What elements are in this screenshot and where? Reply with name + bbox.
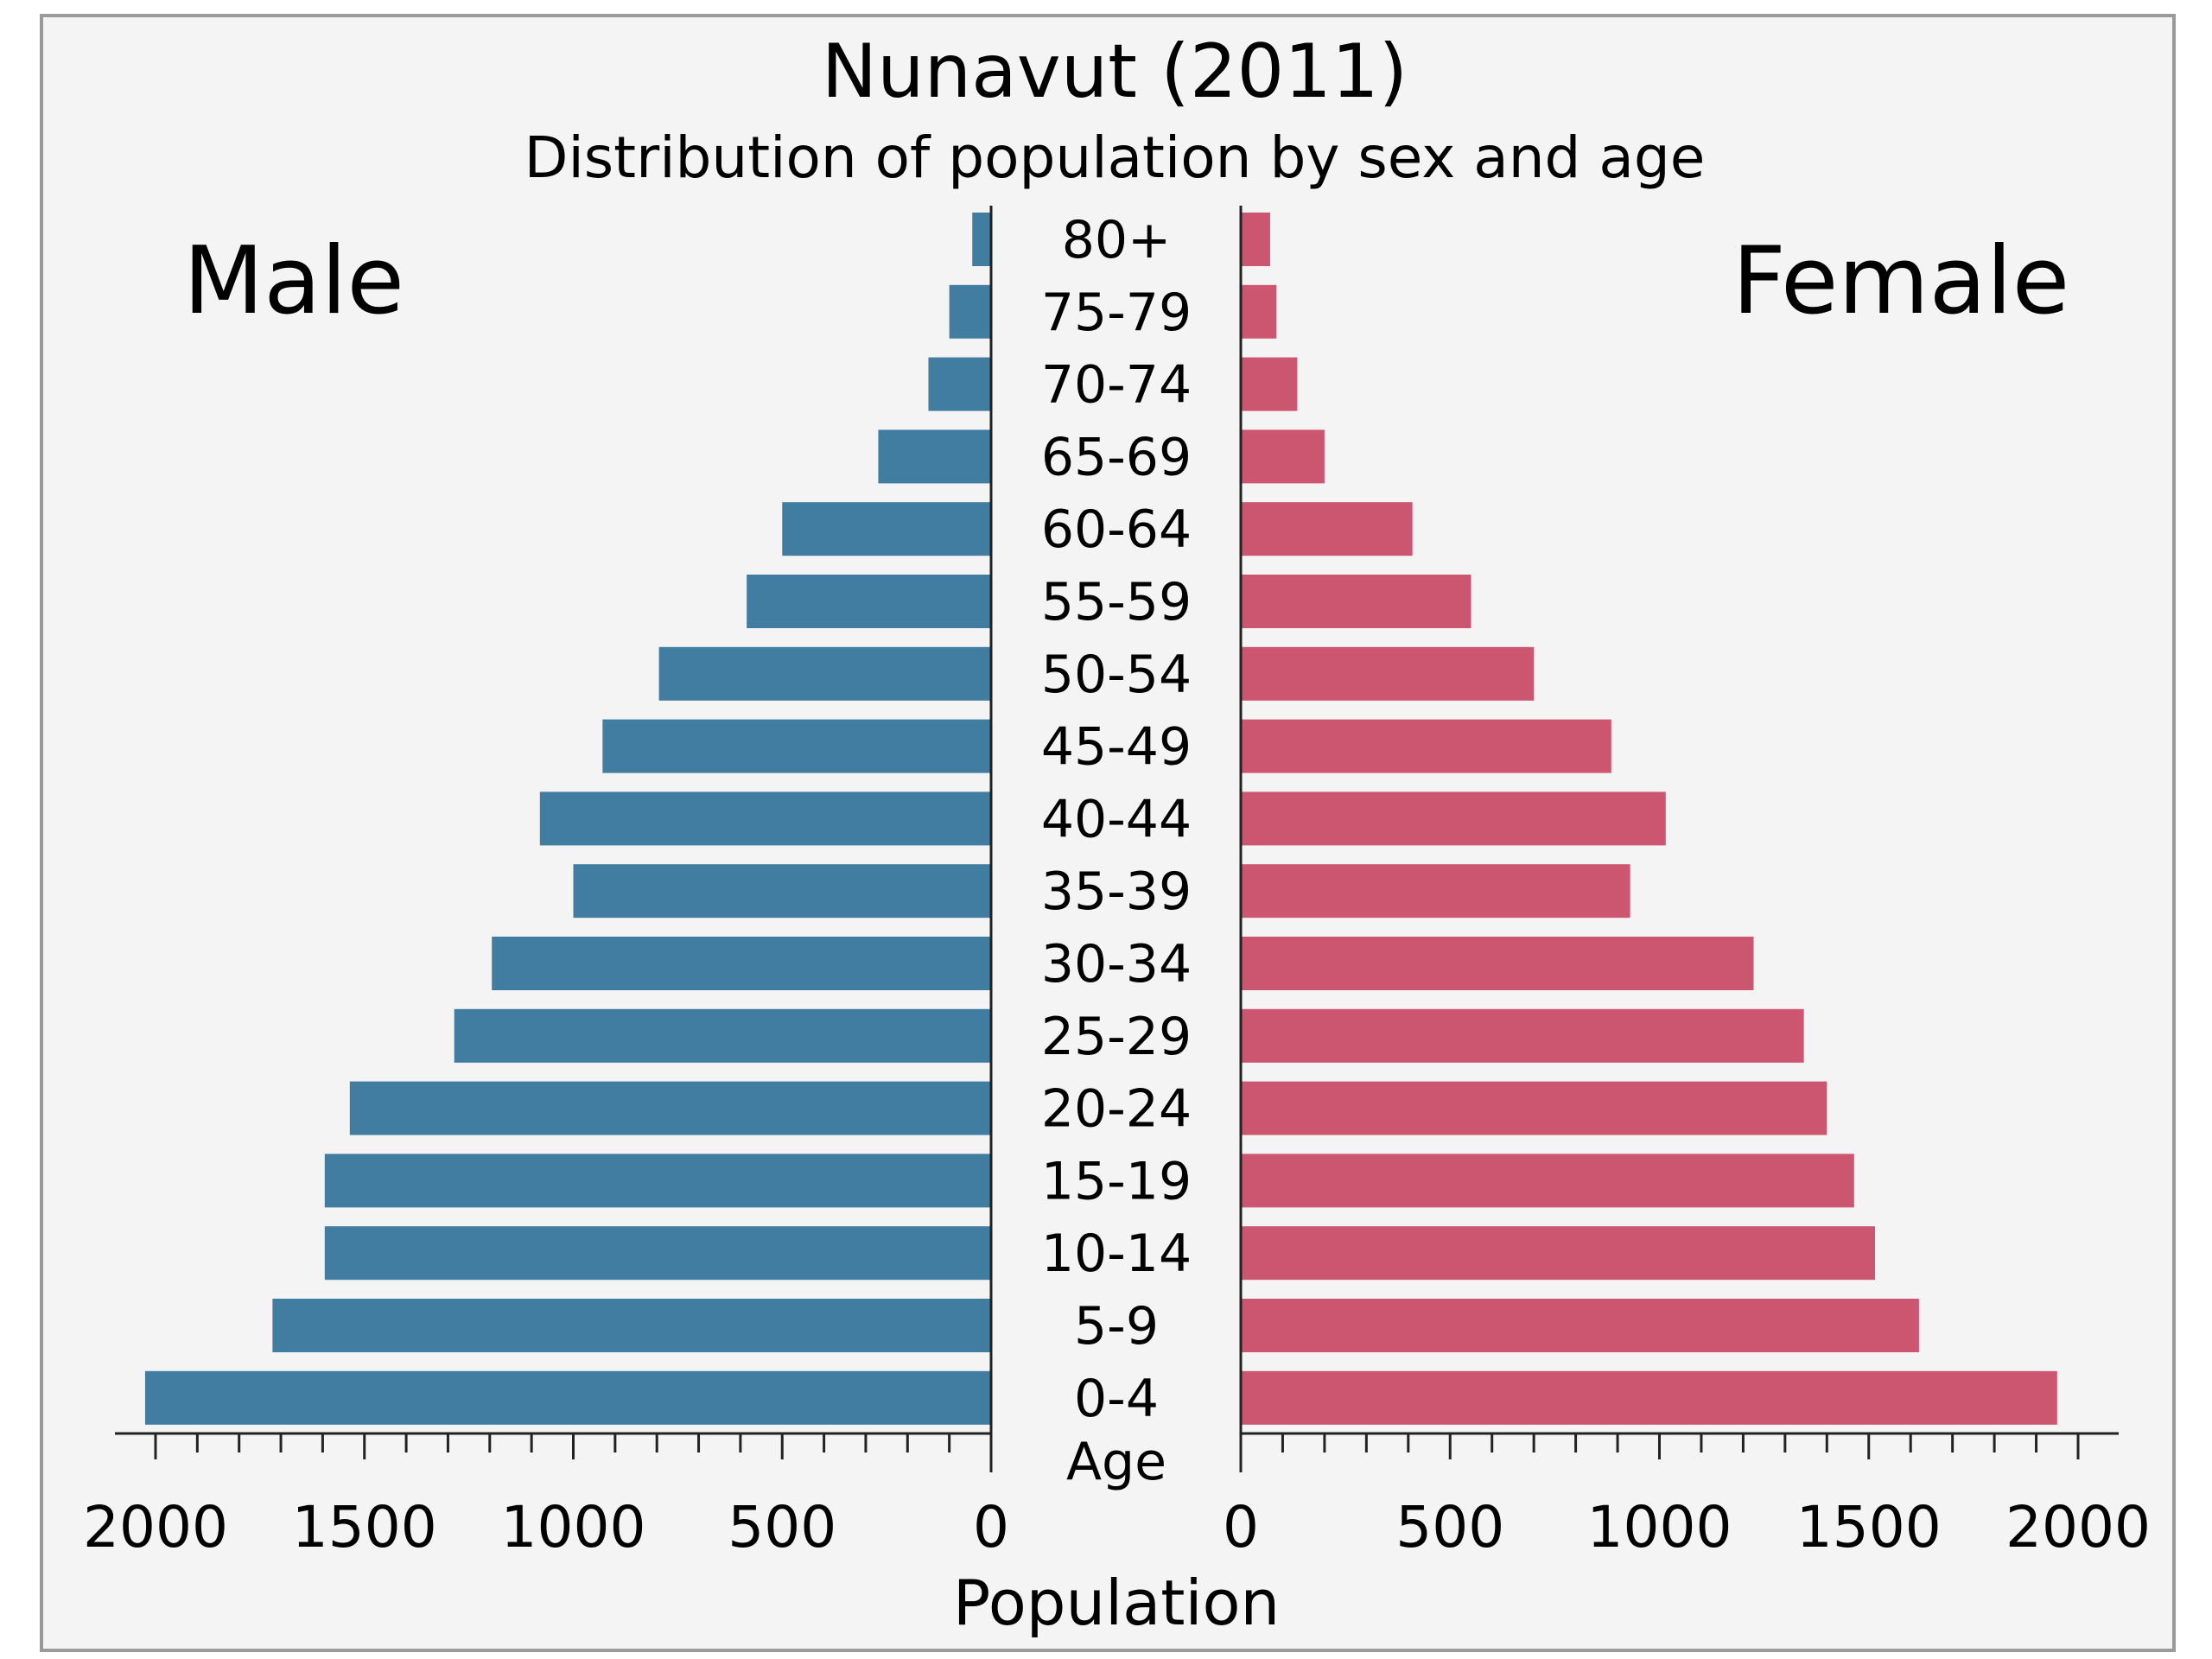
x-axis-label: Population <box>953 1567 1280 1639</box>
male-bar-30-34 <box>492 937 991 990</box>
age-label-5-9: 5-9 <box>1074 1296 1159 1357</box>
male-bar-10-14 <box>324 1226 991 1281</box>
female-bar-70-74 <box>1241 357 1298 411</box>
male-axis-tick-label-1000: 1000 <box>501 1494 646 1560</box>
age-label-65-69: 65-69 <box>1041 427 1192 487</box>
male-axis-tick-label-500: 500 <box>728 1494 836 1560</box>
female-bar-0-4 <box>1241 1370 2057 1425</box>
age-label-25-29: 25-29 <box>1041 1007 1192 1067</box>
male-bars <box>144 213 992 1425</box>
female-bar-5-9 <box>1241 1299 1919 1352</box>
female-bar-15-19 <box>1241 1154 1854 1208</box>
female-bar-80+ <box>1241 213 1270 266</box>
female-axis-tick-label-1000: 1000 <box>1587 1494 1732 1560</box>
age-label-30-34: 30-34 <box>1041 934 1192 995</box>
age-label-75-79: 75-79 <box>1041 283 1192 343</box>
female-bar-35-39 <box>1241 864 1630 918</box>
male-bar-75-79 <box>949 284 991 339</box>
age-label-80+: 80+ <box>1062 210 1172 270</box>
female-bar-50-54 <box>1241 646 1535 701</box>
female-bar-10-14 <box>1241 1226 1876 1281</box>
male-bar-55-59 <box>747 575 991 628</box>
age-label-40-44: 40-44 <box>1041 789 1192 849</box>
female-bar-60-64 <box>1241 502 1413 556</box>
male-axis-tick-label-1500: 1500 <box>292 1494 437 1560</box>
male-bar-45-49 <box>602 719 991 773</box>
female-bar-55-59 <box>1241 575 1471 628</box>
age-label-10-14: 10-14 <box>1041 1224 1192 1284</box>
female-bar-45-49 <box>1241 719 1611 773</box>
male-x-axis: 2000 1500 1000 500 0 <box>83 1432 1009 1560</box>
male-bar-15-19 <box>324 1154 991 1208</box>
age-label-50-54: 50-54 <box>1041 645 1192 705</box>
age-label-70-74: 70-74 <box>1041 355 1192 416</box>
age-label-45-49: 45-49 <box>1041 717 1192 778</box>
female-axis-tick-label-2000: 2000 <box>2005 1494 2151 1560</box>
female-bar-30-34 <box>1241 937 1754 990</box>
male-axis-tick-label-0: 0 <box>973 1494 1009 1560</box>
age-label-15-19: 15-19 <box>1041 1151 1192 1211</box>
legend-female-label: Female <box>1732 227 2070 335</box>
female-axis-tick-label-0: 0 <box>1223 1494 1259 1560</box>
female-axis-tick-label-1500: 1500 <box>1796 1494 1942 1560</box>
male-bar-70-74 <box>928 357 991 411</box>
male-bar-40-44 <box>539 791 991 846</box>
female-bar-20-24 <box>1241 1081 1827 1135</box>
female-axis-tick-label-500: 500 <box>1395 1494 1504 1560</box>
age-label-20-24: 20-24 <box>1041 1079 1192 1140</box>
male-bar-65-69 <box>878 429 991 484</box>
age-label-0-4: 0-4 <box>1074 1369 1159 1429</box>
female-bar-75-79 <box>1241 284 1277 339</box>
male-bar-20-24 <box>349 1081 991 1135</box>
age-label-60-64: 60-64 <box>1041 499 1192 560</box>
male-bar-0-4 <box>144 1370 992 1425</box>
male-bar-80+ <box>972 213 991 266</box>
age-labels: 80+ 75-79 70-74 65-69 60-64 55-59 50-54 45-49 40… <box>1041 210 1192 1429</box>
male-axis-tick-label-2000: 2000 <box>83 1494 228 1560</box>
age-axis-label: Age <box>1066 1432 1166 1492</box>
male-bar-60-64 <box>782 502 991 556</box>
male-bar-35-39 <box>573 864 991 918</box>
female-x-axis: 0 500 1000 1500 2000 <box>1223 1432 2151 1560</box>
chart-subtitle: Distribution of population by sex and ag… <box>524 124 1706 191</box>
age-label-55-59: 55-59 <box>1041 572 1192 632</box>
female-bar-25-29 <box>1241 1008 1804 1063</box>
male-bar-50-54 <box>658 646 991 701</box>
female-bar-40-44 <box>1241 791 1666 846</box>
male-bar-5-9 <box>272 1299 991 1352</box>
male-bar-25-29 <box>454 1008 991 1063</box>
age-label-35-39: 35-39 <box>1041 861 1192 922</box>
chart-title: Nunavut (2011) <box>822 29 1408 115</box>
legend-male-label: Male <box>183 227 404 335</box>
female-bars <box>1241 213 2057 1425</box>
female-bar-65-69 <box>1241 429 1325 484</box>
